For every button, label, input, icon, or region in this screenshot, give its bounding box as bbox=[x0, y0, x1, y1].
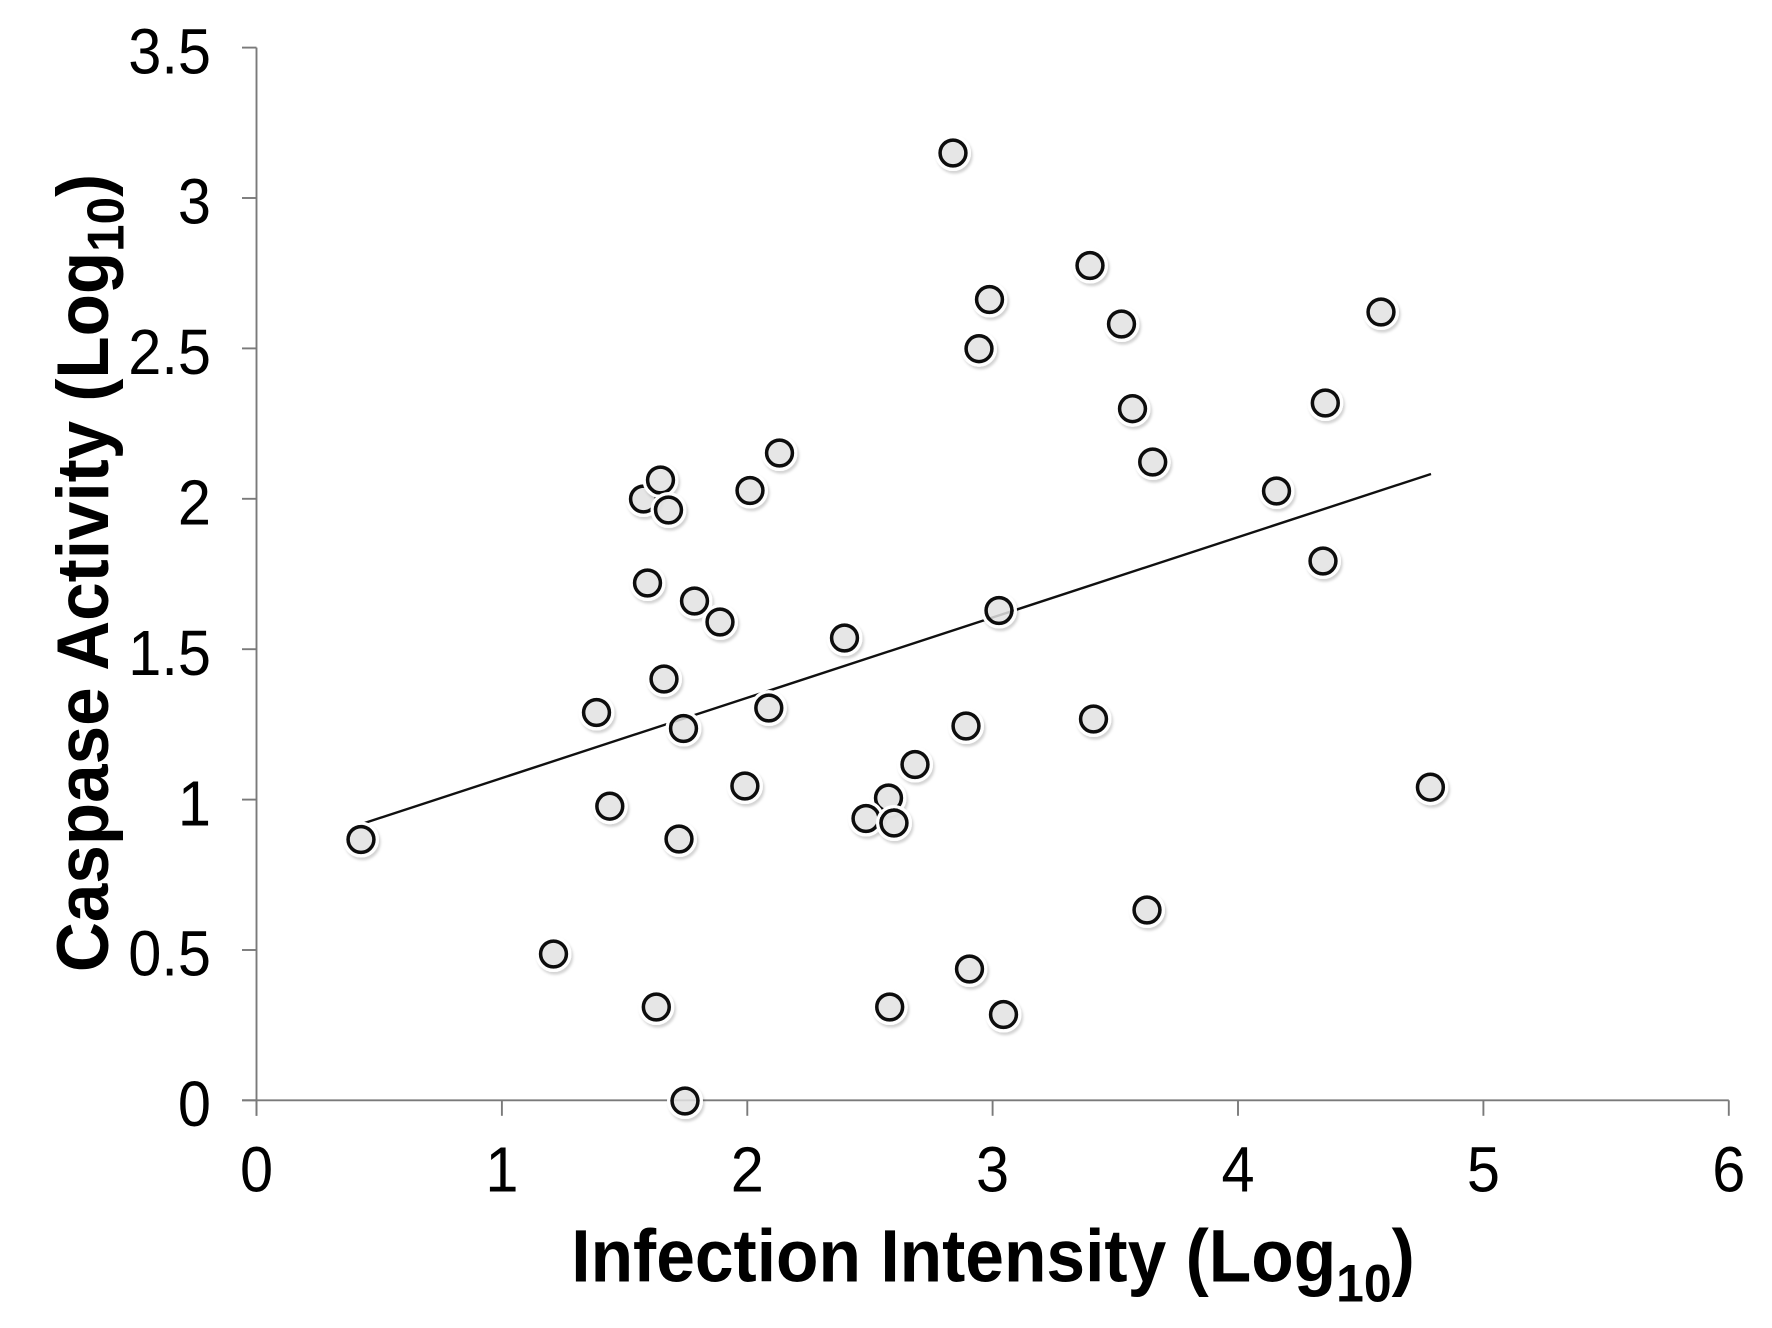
svg-text:1: 1 bbox=[178, 768, 211, 839]
svg-text:2: 2 bbox=[731, 1134, 764, 1205]
svg-text:1.5: 1.5 bbox=[128, 618, 211, 689]
svg-text:3: 3 bbox=[178, 167, 211, 238]
svg-text:4: 4 bbox=[1221, 1134, 1254, 1205]
svg-text:Caspase Activity (Log10): Caspase Activity (Log10) bbox=[43, 174, 134, 972]
svg-text:3.5: 3.5 bbox=[128, 16, 211, 87]
svg-text:2.5: 2.5 bbox=[128, 317, 211, 388]
svg-text:3: 3 bbox=[976, 1134, 1009, 1205]
svg-text:2: 2 bbox=[178, 468, 211, 539]
svg-text:0: 0 bbox=[178, 1069, 211, 1140]
svg-text:0.5: 0.5 bbox=[128, 919, 211, 990]
svg-text:Infection Intensity (Log10): Infection Intensity (Log10) bbox=[571, 1216, 1415, 1313]
svg-text:5: 5 bbox=[1467, 1134, 1500, 1205]
svg-text:1: 1 bbox=[485, 1134, 518, 1205]
svg-text:0: 0 bbox=[240, 1134, 273, 1205]
svg-text:6: 6 bbox=[1712, 1134, 1745, 1205]
